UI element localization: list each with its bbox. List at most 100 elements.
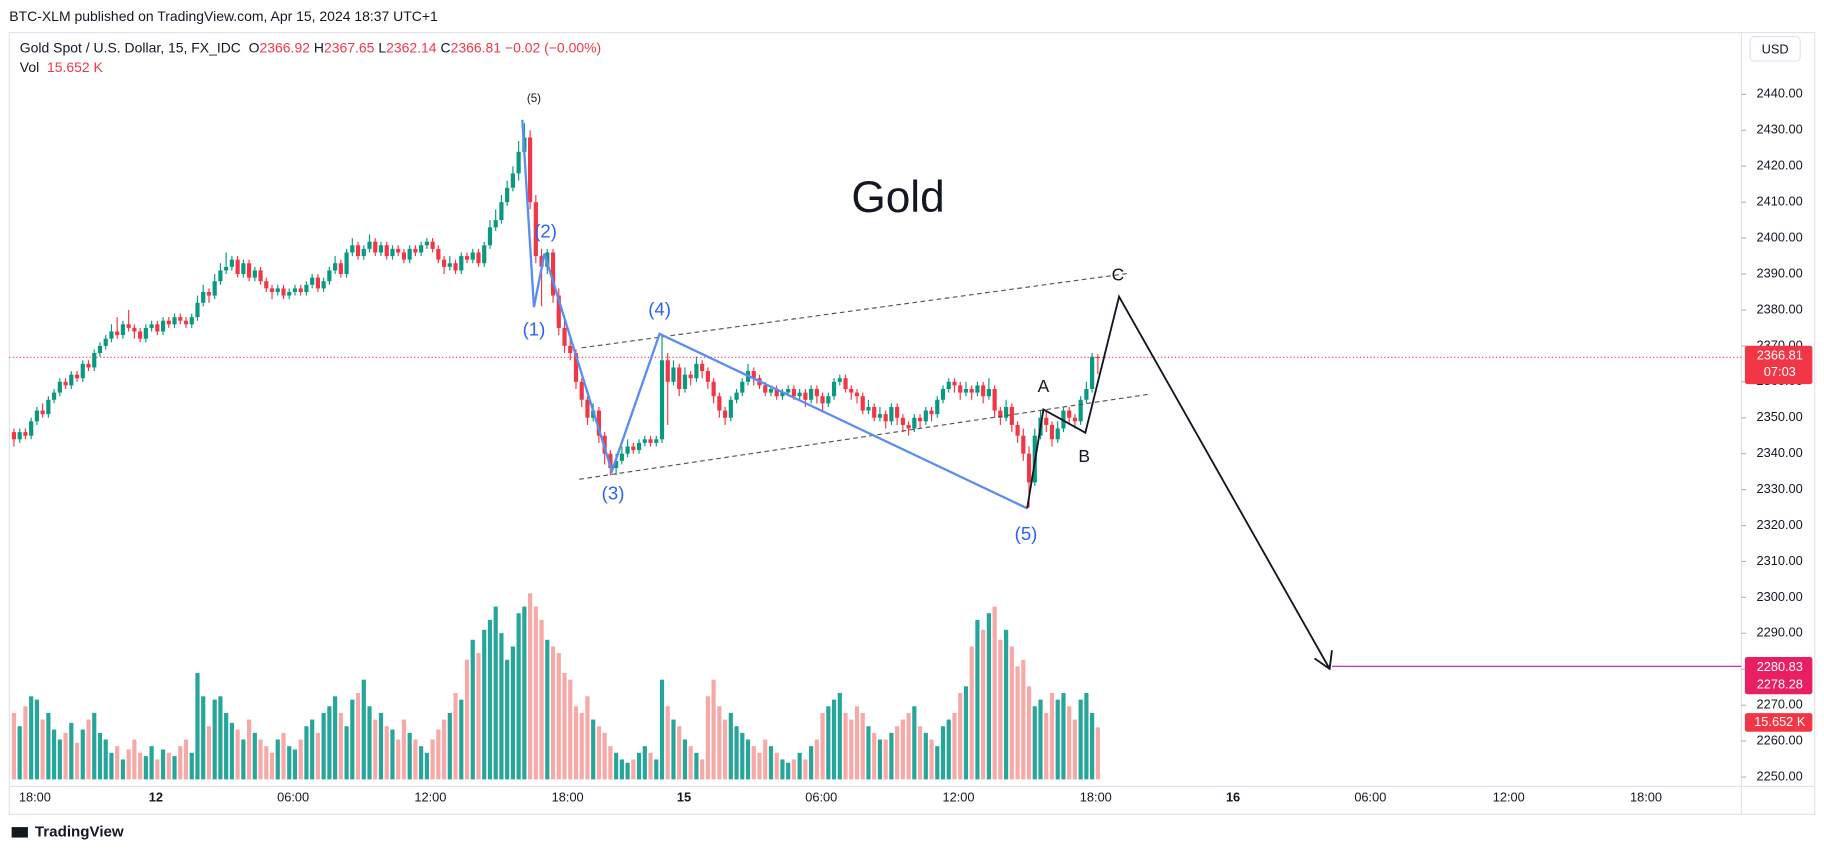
candle-body <box>132 327 137 332</box>
volume-bar <box>195 673 200 780</box>
wave-label: (5) <box>1015 523 1038 544</box>
volume-bar <box>665 706 670 780</box>
candle-body <box>849 388 854 393</box>
publisher: BTC-XLM published on TradingView.com, Ap… <box>9 8 438 25</box>
volume-bar <box>344 726 349 780</box>
candle-body <box>92 353 97 368</box>
candle-body <box>97 345 103 354</box>
volume-bar <box>275 739 280 780</box>
volume-bar <box>1078 699 1083 780</box>
volume-bar <box>1067 706 1072 780</box>
candle-body <box>734 392 739 400</box>
candle-body <box>69 374 74 386</box>
candle-body <box>160 320 166 332</box>
candle-body <box>23 432 28 436</box>
candle-body <box>396 248 401 253</box>
countdown: 07:03 <box>1764 364 1796 379</box>
volume-bar <box>877 739 883 780</box>
volume-bar <box>310 719 315 780</box>
candle-body <box>275 288 280 292</box>
candle-body <box>820 396 825 404</box>
candle-body <box>625 446 630 454</box>
volume-bar <box>1026 686 1032 780</box>
candle-body <box>579 381 584 400</box>
wave-label: (3) <box>602 482 625 503</box>
volume-bar <box>579 712 584 780</box>
candle-body <box>298 288 303 292</box>
volume-bar <box>29 696 34 780</box>
candle-body <box>568 345 573 354</box>
candle-body <box>109 331 114 339</box>
volume-bar <box>292 749 298 780</box>
channel-line <box>579 393 1149 480</box>
candle-body <box>998 410 1003 418</box>
candle-body <box>138 331 143 339</box>
candle-body <box>648 439 653 443</box>
candle-body <box>1095 356 1100 359</box>
candle-body <box>654 439 659 443</box>
volume-bar <box>866 726 871 780</box>
candle-body <box>1072 417 1078 422</box>
volume-bar <box>321 712 326 780</box>
volume-bar <box>797 752 802 780</box>
candle-body <box>854 392 860 397</box>
volume-bar <box>246 719 252 780</box>
volume-bar <box>631 759 636 780</box>
volume-bar <box>1095 727 1100 780</box>
volume-bar <box>849 719 854 780</box>
brand-text: TradingView <box>34 822 124 840</box>
volume-bar <box>396 739 401 780</box>
volume-bar <box>235 729 240 780</box>
ohlc-value: 2366.81 <box>450 39 502 56</box>
ohlc-letter: C <box>440 39 451 56</box>
candle-body <box>786 388 791 393</box>
candle-body <box>338 263 343 275</box>
volume-bar <box>74 742 80 780</box>
volume-bar <box>183 739 189 780</box>
volume-bar <box>493 606 498 780</box>
candle-body <box>688 374 693 379</box>
volume-box <box>1744 713 1813 732</box>
candle-body <box>195 302 200 318</box>
volume-bar <box>545 639 550 780</box>
volume-bar <box>883 739 888 780</box>
candle-body <box>608 453 613 469</box>
candle-body <box>1015 424 1020 436</box>
volume-bar <box>355 692 361 780</box>
candle-body <box>115 331 120 336</box>
volume-bar <box>315 732 321 780</box>
volume-bar <box>206 726 212 780</box>
volume-bar <box>958 692 963 780</box>
volume-bar <box>1055 699 1060 780</box>
volume-bar <box>768 746 774 780</box>
volume-bar <box>17 726 22 780</box>
volume-bar <box>1038 699 1043 780</box>
candle-body <box>510 173 515 188</box>
symbol: Gold Spot / U.S. Dollar, 15, FX_IDC <box>19 39 241 56</box>
volume-bar <box>298 739 303 780</box>
legend: Gold Spot / U.S. Dollar, 15, FX_IDC O236… <box>20 40 601 56</box>
volume-bar <box>109 752 114 780</box>
candle-body <box>694 363 699 379</box>
candle-body <box>975 385 980 393</box>
volume-bar <box>923 732 928 780</box>
candle-body <box>717 396 722 411</box>
candle-body <box>373 241 378 253</box>
volume-bar <box>23 706 28 780</box>
volume-bar <box>946 719 951 780</box>
currency-button[interactable]: USD <box>1749 36 1801 62</box>
y-tick-label: 2420.00 <box>1757 158 1803 173</box>
candle-body <box>539 256 544 267</box>
volume-bar <box>929 739 934 780</box>
volume-bar <box>172 756 177 780</box>
candle-body <box>390 248 395 257</box>
candle-body <box>969 388 974 393</box>
projection-path <box>1026 294 1331 670</box>
volume-bar <box>97 732 103 780</box>
volume-bar <box>717 706 722 780</box>
volume-bar <box>436 729 441 780</box>
volume-bar <box>1004 629 1009 780</box>
volume-bar <box>63 732 68 780</box>
candle-body <box>843 378 848 389</box>
volume-bar <box>671 719 676 780</box>
